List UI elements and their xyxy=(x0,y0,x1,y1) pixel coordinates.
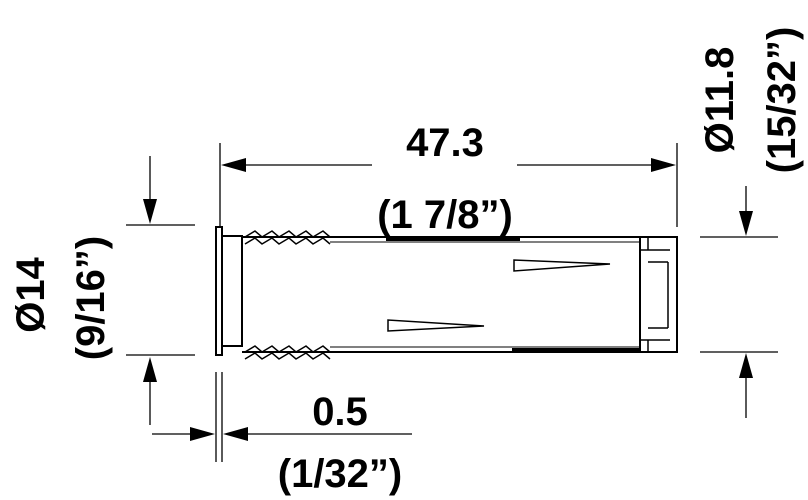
flange-thickness-dimension: 0.5 (1/32”) xyxy=(152,372,412,496)
od-imperial-label: (9/16”) xyxy=(69,236,113,361)
sleeve-slot-upper xyxy=(513,259,611,272)
length-arrow-left-icon xyxy=(221,158,246,172)
length-dimension: 47.3 (1 7/8”) xyxy=(219,121,678,237)
sleeve-teeth-bottom xyxy=(244,345,331,360)
flange-arrow-right-icon xyxy=(223,427,248,441)
outer-diameter-dimension: Ø14 (9/16”) xyxy=(9,156,195,425)
sleeve-part xyxy=(215,226,678,360)
length-arrow-right-icon xyxy=(651,158,676,172)
sleeve-slot-lower xyxy=(387,319,485,332)
sleeve-collar xyxy=(221,235,243,347)
sleeve-teeth-top xyxy=(244,230,331,245)
flange-metric-label: 0.5 xyxy=(312,390,368,434)
id-arrow-bottom-icon xyxy=(739,353,753,378)
od-arrow-top-icon xyxy=(143,199,157,224)
flange-arrow-left-icon xyxy=(190,427,215,441)
flange-imperial-label: (1/32”) xyxy=(278,452,403,496)
od-arrow-bottom-icon xyxy=(143,357,157,382)
inner-diameter-dimension: Ø11.8 (15/32”) xyxy=(698,27,804,418)
od-metric-label: Ø14 xyxy=(9,256,53,332)
sleeve-end-cap xyxy=(639,236,678,353)
id-imperial-label: (15/32”) xyxy=(760,27,804,174)
id-metric-label: Ø11.8 xyxy=(698,47,742,154)
length-imperial-label: (1 7/8”) xyxy=(377,193,513,237)
length-metric-label: 47.3 xyxy=(406,121,484,165)
id-arrow-top-icon xyxy=(739,211,753,236)
